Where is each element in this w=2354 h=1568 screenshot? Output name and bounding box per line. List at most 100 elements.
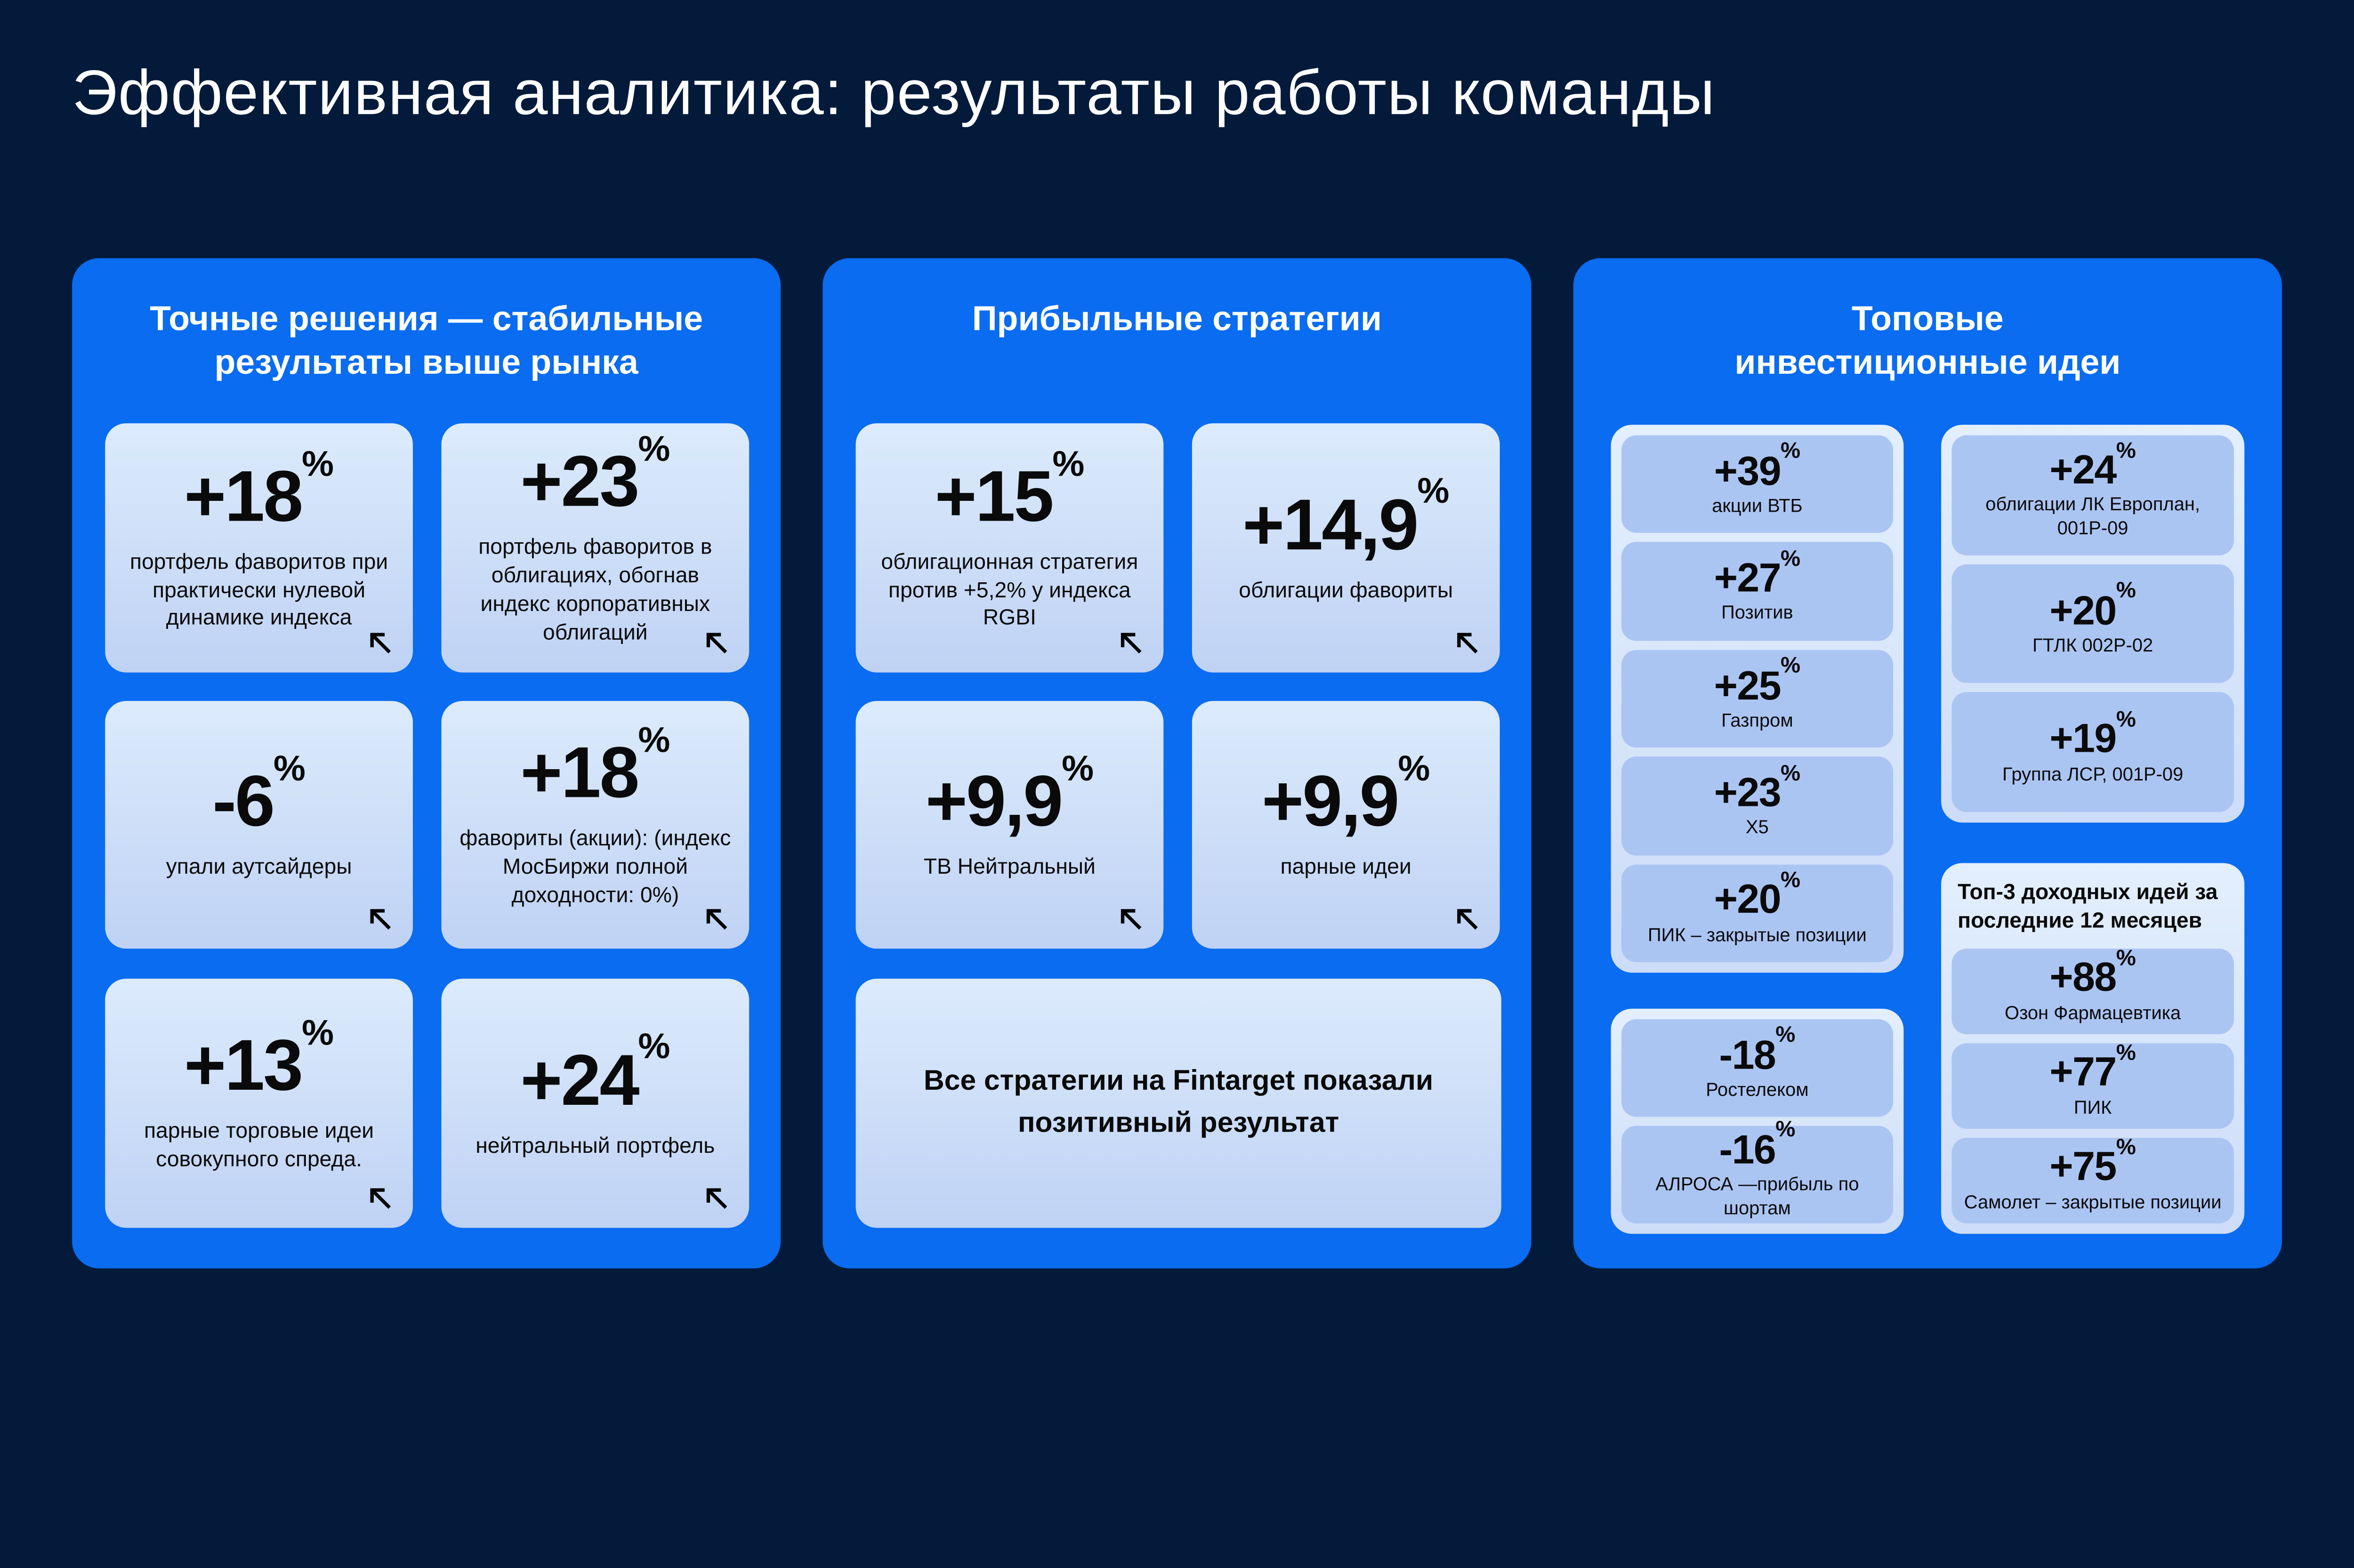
- idea-pill: -18% Ростелеком: [1621, 1019, 1894, 1117]
- top3-title: Топ-3 доходных идей за последние 12 меся…: [1958, 881, 2218, 933]
- idea-label: Х5: [1746, 817, 1769, 838]
- arrow-up-left-icon: [370, 1188, 391, 1209]
- idea-pill: +88% Озон Фармацевтика: [1951, 947, 2234, 1034]
- idea-pill: +20% ГТЛК 002Р-02: [1951, 563, 2234, 683]
- stat-card[interactable]: +18% портфель фаворитов при практически …: [105, 423, 413, 673]
- idea-value: +20%: [2049, 580, 2136, 633]
- arrow-up-left-icon: [1121, 633, 1142, 654]
- panel-precise-results: Точные решения — стабильные результаты в…: [72, 258, 781, 1269]
- stat-value: +13%: [184, 1015, 334, 1103]
- idea-label: ГТЛК 002Р-02: [2032, 635, 2153, 656]
- percent-sign: %: [2116, 439, 2136, 464]
- idea-label: Газпром: [1721, 709, 1793, 731]
- idea-value-number: +20: [2049, 587, 2117, 633]
- percent-sign: %: [2116, 947, 2136, 971]
- stat-label: портфель фаворитов при практически нулев…: [129, 550, 388, 631]
- stat-card[interactable]: +9,9% парные идеи: [1192, 701, 1500, 949]
- arrow-up-left-icon: [706, 633, 727, 654]
- idea-value: +20%: [1714, 869, 1800, 923]
- percent-sign: %: [1781, 762, 1801, 786]
- stat-value: +24%: [520, 1029, 670, 1118]
- stat-label: ТВ Нейтральный: [923, 855, 1096, 880]
- stat-label: облигации фавориты: [1239, 579, 1453, 603]
- idea-value-number: -16: [1719, 1126, 1776, 1172]
- idea-pill: +75% Самолет – закрытые позиции: [1951, 1137, 2234, 1223]
- percent-sign: %: [1775, 1024, 1796, 1048]
- stat-card[interactable]: +18% фавориты (акции): (индекс МосБиржи …: [441, 701, 750, 949]
- ideas-group-bonds: +24% облигации ЛК Европлан, 001Р-09 +20%…: [1941, 425, 2245, 823]
- panel-profitable-strategies: Прибыльные стратегии +15% облигационная …: [822, 258, 1532, 1269]
- idea-value-number: +39: [1714, 448, 1782, 494]
- idea-value: +23%: [1714, 762, 1800, 815]
- stat-value-number: +15: [935, 457, 1054, 537]
- stat-value: +23%: [520, 432, 670, 520]
- stat-value: +14,9%: [1242, 474, 1449, 562]
- idea-pill: +20% ПИК – закрытые позиции: [1621, 864, 1894, 963]
- idea-value-number: +25: [1714, 662, 1782, 708]
- ideas-group-shorts: -18% Ростелеком -16% АЛРОСА —прибыль по …: [1611, 1008, 1904, 1234]
- arrow-up-left-icon: [370, 633, 391, 654]
- stat-value-number: +13: [184, 1027, 303, 1107]
- stat-card[interactable]: +14,9% облигации фавориты: [1192, 423, 1500, 673]
- stat-value-number: +14,9: [1242, 485, 1419, 565]
- page-title: Эффективная аналитика: результаты работы…: [72, 57, 1716, 128]
- stat-label: портфель фаворитов в облигациях, обогнав…: [478, 536, 712, 645]
- percent-sign: %: [1781, 440, 1801, 465]
- idea-label: ПИК: [2073, 1097, 2112, 1118]
- idea-label: АЛРОСА —прибыль по шортам: [1655, 1174, 1859, 1219]
- percent-sign: %: [2116, 579, 2136, 604]
- percent-sign: %: [2116, 1041, 2136, 1066]
- arrow-up-left-icon: [1457, 909, 1478, 930]
- idea-label: ПИК – закрытые позиции: [1647, 924, 1867, 945]
- arrow-up-left-icon: [706, 909, 727, 930]
- idea-pill: +77% ПИК: [1951, 1041, 2234, 1129]
- idea-value: -16%: [1719, 1119, 1796, 1172]
- stat-value: -6%: [212, 751, 306, 839]
- stat-card[interactable]: +15% облигационная стратегия против +5,2…: [855, 423, 1164, 673]
- strategies-summary-text: Все стратегии на Fintarget показали пози…: [924, 1066, 1434, 1140]
- idea-pill: +23% Х5: [1621, 756, 1894, 855]
- percent-sign: %: [302, 1013, 334, 1054]
- stat-value: +15%: [935, 446, 1084, 534]
- idea-value-number: +75: [2049, 1144, 2117, 1190]
- stat-value: +9,9%: [926, 751, 1094, 839]
- stat-card[interactable]: -6% упали аутсайдеры: [105, 701, 413, 949]
- idea-label: Озон Фармацевтика: [2005, 1002, 2181, 1023]
- idea-label: Самолет – закрытые позиции: [1964, 1191, 2222, 1213]
- percent-sign: %: [302, 443, 334, 484]
- idea-pill: +25% Газпром: [1621, 650, 1894, 748]
- percent-sign: %: [1417, 472, 1450, 513]
- strategies-summary-card: Все стратегии на Fintarget показали пози…: [855, 979, 1501, 1228]
- idea-pill: +19% Группа ЛСР, 001Р-09: [1951, 692, 2234, 812]
- stat-label: нейтральный портфель: [476, 1134, 715, 1158]
- idea-pill: -16% АЛРОСА —прибыль по шортам: [1621, 1119, 1894, 1223]
- stat-card[interactable]: +24% нейтральный портфель: [441, 979, 750, 1228]
- idea-value-number: +19: [2049, 716, 2117, 762]
- ideas-group-top3: Топ-3 доходных идей за последние 12 меся…: [1941, 863, 2245, 1234]
- idea-label: облигации ЛК Европлан, 001Р-09: [1985, 494, 2200, 539]
- percent-sign: %: [273, 748, 306, 789]
- idea-value-number: +20: [1714, 877, 1782, 923]
- percent-sign: %: [1781, 654, 1801, 679]
- stat-card[interactable]: +13% парные торговые идеи совокупного сп…: [105, 979, 413, 1228]
- idea-pill: +27% Позитив: [1621, 542, 1894, 641]
- percent-sign: %: [638, 429, 670, 470]
- idea-label: Позитив: [1721, 603, 1793, 624]
- idea-value-number: +23: [1714, 770, 1782, 815]
- percent-sign: %: [1781, 869, 1801, 893]
- stat-value-number: +24: [520, 1041, 639, 1121]
- stat-label: облигационная стратегия против +5,2% у и…: [881, 550, 1138, 631]
- idea-label: Ростелеком: [1706, 1079, 1809, 1100]
- percent-sign: %: [1398, 748, 1430, 789]
- percent-sign: %: [1052, 443, 1085, 484]
- arrow-up-left-icon: [706, 1188, 727, 1209]
- panel-top-ideas: Топовые инвестиционные идеи +39% акции В…: [1573, 258, 2282, 1269]
- percent-sign: %: [1775, 1118, 1796, 1143]
- idea-value: +39%: [1714, 441, 1800, 494]
- percent-sign: %: [638, 720, 670, 761]
- idea-label: акции ВТБ: [1712, 495, 1803, 517]
- stat-card[interactable]: +23% портфель фаворитов в облигациях, об…: [441, 423, 750, 673]
- stat-label: упали аутсайдеры: [166, 855, 352, 880]
- stat-card[interactable]: +9,9% ТВ Нейтральный: [855, 701, 1164, 949]
- arrow-up-left-icon: [1121, 909, 1142, 930]
